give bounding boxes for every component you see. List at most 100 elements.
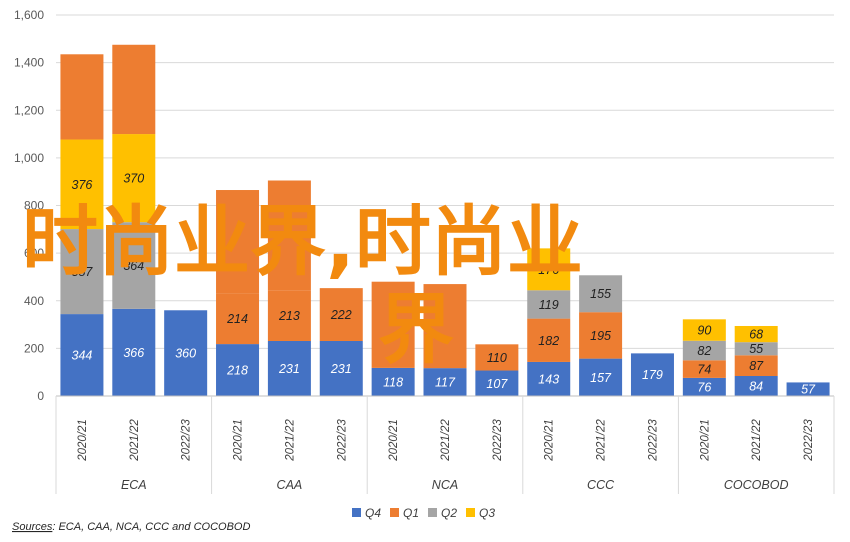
data-label: 179: [642, 368, 663, 382]
legend-label: Q4: [365, 506, 381, 520]
data-label: 364: [123, 259, 144, 273]
legend-swatch: [428, 508, 437, 517]
period-tick-label: 2022/23: [181, 419, 193, 462]
bar-segment-hidden: [423, 284, 467, 369]
y-tick-label: 400: [24, 294, 44, 308]
data-label: 118: [383, 375, 403, 389]
data-label: 222: [330, 308, 352, 322]
legend-swatch: [466, 508, 475, 517]
bar-segment-q4: [319, 340, 363, 396]
bar-segment-q4: [423, 368, 467, 396]
legend-swatch: [352, 508, 361, 517]
data-label: 110: [487, 351, 507, 365]
bar-segment-q2: [734, 342, 778, 356]
data-label: 195: [590, 329, 611, 343]
bar-segment-q1: [734, 355, 778, 376]
y-tick-label: 800: [24, 199, 44, 213]
bar-segment-q1: [682, 360, 726, 378]
group-tick-label: CCC: [587, 478, 615, 492]
data-label: 76: [697, 380, 711, 394]
source-text: : ECA, CAA, NCA, CCC and COCOBOD: [52, 521, 250, 533]
data-label: 143: [538, 372, 559, 386]
period-tick-label: 2022/23: [803, 419, 815, 462]
bar-segment-q2: [60, 229, 104, 315]
bar-segment-q3: [60, 139, 104, 230]
bar-segment-q1: [267, 290, 311, 341]
overlay-text-line2: 界: [378, 285, 454, 374]
bar-segment-q2: [112, 222, 156, 309]
legend-label: Q1: [403, 506, 419, 520]
bar-segment-q1: [579, 312, 623, 359]
data-label: 176: [538, 263, 559, 277]
group-tick-label: ECA: [121, 478, 147, 492]
y-tick-label: 200: [24, 341, 44, 355]
bar-segment-q4: [267, 340, 311, 396]
data-label: 90: [697, 324, 711, 338]
y-axis-ticks: 0 200 400 600 800 1,000 1,200 1,400 1,600: [14, 8, 44, 403]
period-tick-label: 2022/23: [336, 419, 348, 462]
y-tick-label: 600: [24, 246, 44, 260]
bar-segment-q3: [682, 319, 726, 341]
bar-segment-q4: [579, 358, 623, 396]
period-tick-label: 2022/23: [647, 419, 659, 462]
bar-segment-q4: [164, 310, 208, 396]
data-label: 182: [538, 334, 559, 348]
data-label: 119: [539, 298, 559, 312]
period-tick-label: 2020/21: [233, 419, 245, 462]
bar-segment-q4: [216, 344, 260, 396]
bar-segment-q2: [579, 275, 623, 313]
overlay-text-line1: 时尚业界,时尚业: [22, 197, 583, 286]
data-label: 68: [749, 328, 763, 342]
y-tick-label: 1,400: [14, 56, 44, 70]
data-labels: 344 357 376 366 364 370 360 218 214 231 213 231 222 1…: [72, 172, 817, 397]
period-tick-label: 2021/22: [596, 419, 608, 462]
legend: Q4 Q1 Q2 Q3: [352, 506, 495, 520]
legend-label: Q2: [441, 506, 457, 520]
data-label: 155: [590, 287, 611, 301]
bar-segment-q2: [527, 290, 571, 319]
data-label: 370: [123, 172, 144, 186]
data-label: 74: [697, 363, 711, 377]
watermark-overlay: 时尚业界,时尚业 界: [22, 197, 583, 374]
legend-label: Q3: [479, 506, 495, 520]
data-label: 213: [278, 309, 300, 323]
bar-segment-q1: [216, 293, 260, 345]
period-tick-label: 2020/21: [699, 419, 711, 462]
period-tick-label: 2022/23: [492, 419, 504, 462]
group-tick-label: COCOBOD: [724, 478, 789, 492]
bar-segment-q4: [527, 361, 571, 396]
source-note: Sources: ECA, CAA, NCA, CCC and COCOBOD: [12, 521, 250, 533]
y-tick-label: 1,200: [14, 103, 44, 117]
group-tick-label: NCA: [432, 478, 458, 492]
bar-segment-q4: [60, 314, 104, 396]
bar-segment-q4: [682, 377, 726, 396]
data-label: 360: [175, 347, 196, 361]
group-tick-label: CAA: [277, 478, 303, 492]
bar-segment-q1: [475, 344, 519, 371]
period-tick-label: 2021/22: [284, 419, 296, 462]
bars: [60, 44, 830, 396]
bar-segment-q4: [630, 353, 674, 396]
bar-segment-hidden: [112, 44, 156, 135]
data-label: 344: [72, 349, 93, 363]
data-label: 214: [226, 312, 248, 326]
bar-segment-q1: [319, 288, 363, 341]
bar-segment-q4: [475, 370, 519, 396]
legend-swatch: [390, 508, 399, 517]
bar-segment-q4: [786, 382, 830, 396]
y-tick-label: 1,600: [14, 8, 44, 22]
bar-segment-q3: [112, 134, 156, 223]
data-label: 117: [435, 376, 456, 390]
period-tick-label: 2021/22: [440, 419, 452, 462]
period-tick-label: 2020/21: [77, 419, 89, 462]
data-label: 366: [123, 346, 144, 360]
bar-segment-q2: [682, 340, 726, 361]
data-label: 107: [486, 377, 508, 391]
bar-segment-hidden: [216, 190, 260, 294]
data-label: 218: [226, 364, 248, 378]
bar-segment-q4: [112, 308, 156, 396]
bar-segment-hidden: [60, 54, 104, 140]
bar-segment-q3: [527, 248, 571, 291]
